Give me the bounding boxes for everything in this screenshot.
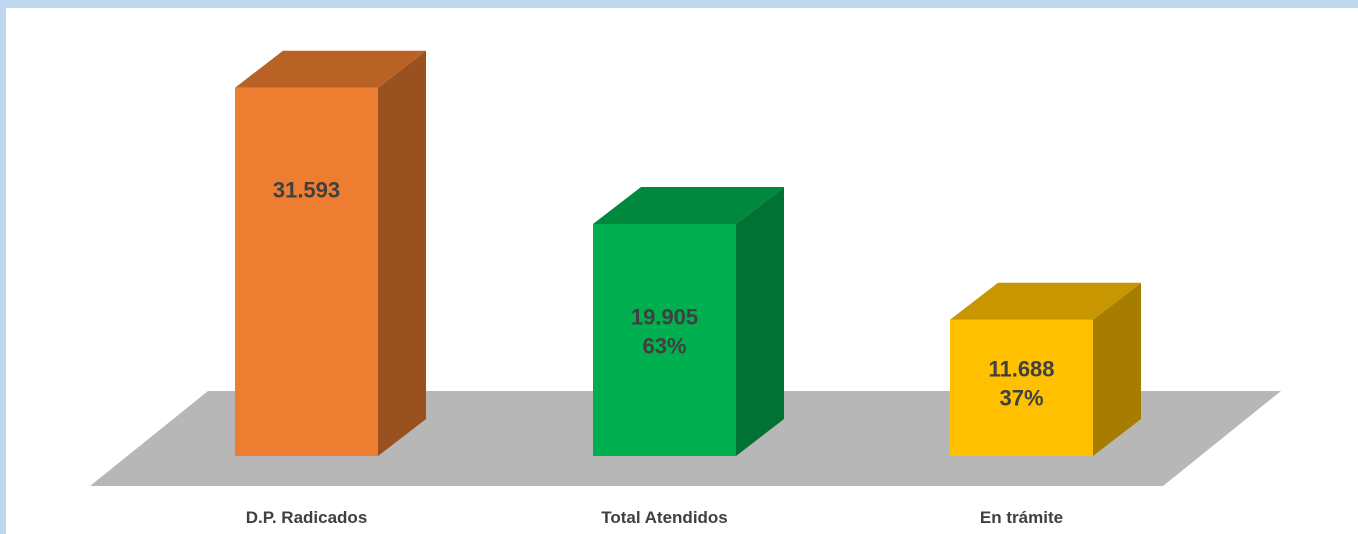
bar-top	[593, 186, 784, 224]
bar-front	[235, 87, 378, 457]
bar-front	[950, 319, 1093, 456]
bar-2: 19.905 63%	[593, 186, 784, 456]
category-label: Total Atendidos	[601, 508, 728, 527]
bar-percent-label: 63%	[642, 334, 686, 359]
bar-percent-label: 37%	[999, 385, 1043, 410]
category-label: En trámite	[980, 508, 1063, 527]
bar-value-label: 11.688	[988, 356, 1054, 381]
bar-front	[593, 223, 736, 456]
bar-side	[378, 50, 426, 457]
bar-1: 31.593	[235, 50, 426, 457]
bar-top	[235, 50, 426, 88]
bar-value-label: 19.905	[631, 305, 698, 330]
bar-side	[1093, 282, 1141, 456]
category-label: D.P. Radicados	[246, 508, 368, 527]
chart-frame: 31.593 D.P. Radicados 19.905 63% Total Atend…	[6, 8, 1358, 534]
bar-value-label: 31.593	[273, 178, 340, 203]
chart-canvas: 31.593 D.P. Radicados 19.905 63% Total Atend…	[90, 50, 1281, 527]
bar-3: 11.688 37%	[950, 282, 1141, 456]
bar-side	[736, 186, 784, 456]
bar-top	[950, 282, 1141, 320]
